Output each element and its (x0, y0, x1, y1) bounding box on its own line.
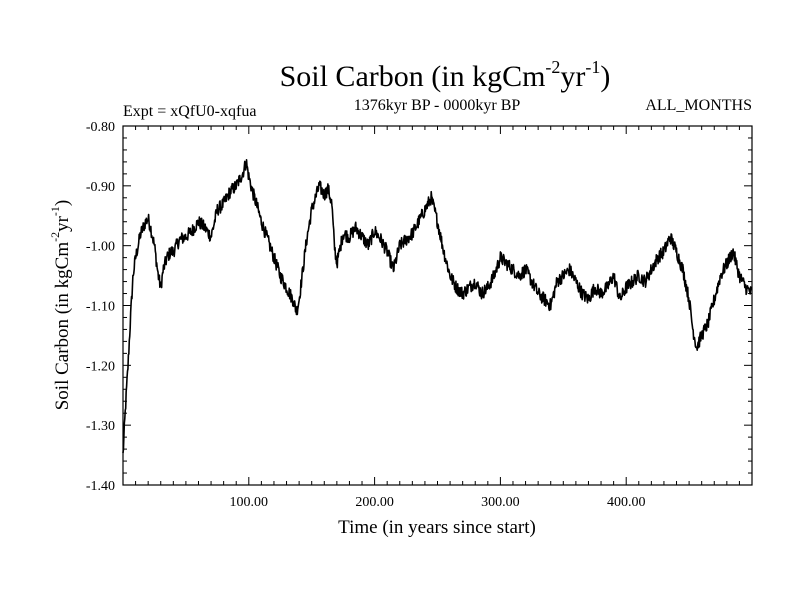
subtitle-months: ALL_MONTHS (645, 97, 752, 114)
axis-ticks: 100.00 200.00 300.00 400.00 -1.40 -1.30 -1.20 -… (86, 120, 752, 510)
x-tick-label: 200.00 (355, 495, 394, 510)
y-tick-label: -1.00 (86, 240, 115, 255)
y-tick-label: -1.30 (86, 419, 115, 434)
subtitle-experiment: Expt = xQfU0-xqfua (123, 103, 256, 120)
x-tick-label: 100.00 (230, 495, 269, 510)
chart-title: Soil Carbon (in kgCm-2yr-1) (280, 57, 611, 93)
y-tick-label: -1.20 (86, 359, 115, 374)
x-tick-label: 400.00 (607, 495, 646, 510)
y-axis-label: Soil Carbon (in kgCm-2yr-1) (48, 200, 73, 411)
x-tick-label: 300.00 (481, 495, 520, 510)
x-axis-label: Time (in years since start) (338, 517, 536, 538)
y-tick-label: -0.90 (86, 180, 115, 195)
series-line (122, 159, 753, 454)
y-tick-label: -1.40 (86, 479, 115, 494)
subtitle-period: 1376kyr BP - 0000kyr BP (354, 97, 521, 114)
y-tick-label: -0.80 (86, 120, 115, 135)
y-tick-label: -1.10 (86, 300, 115, 315)
